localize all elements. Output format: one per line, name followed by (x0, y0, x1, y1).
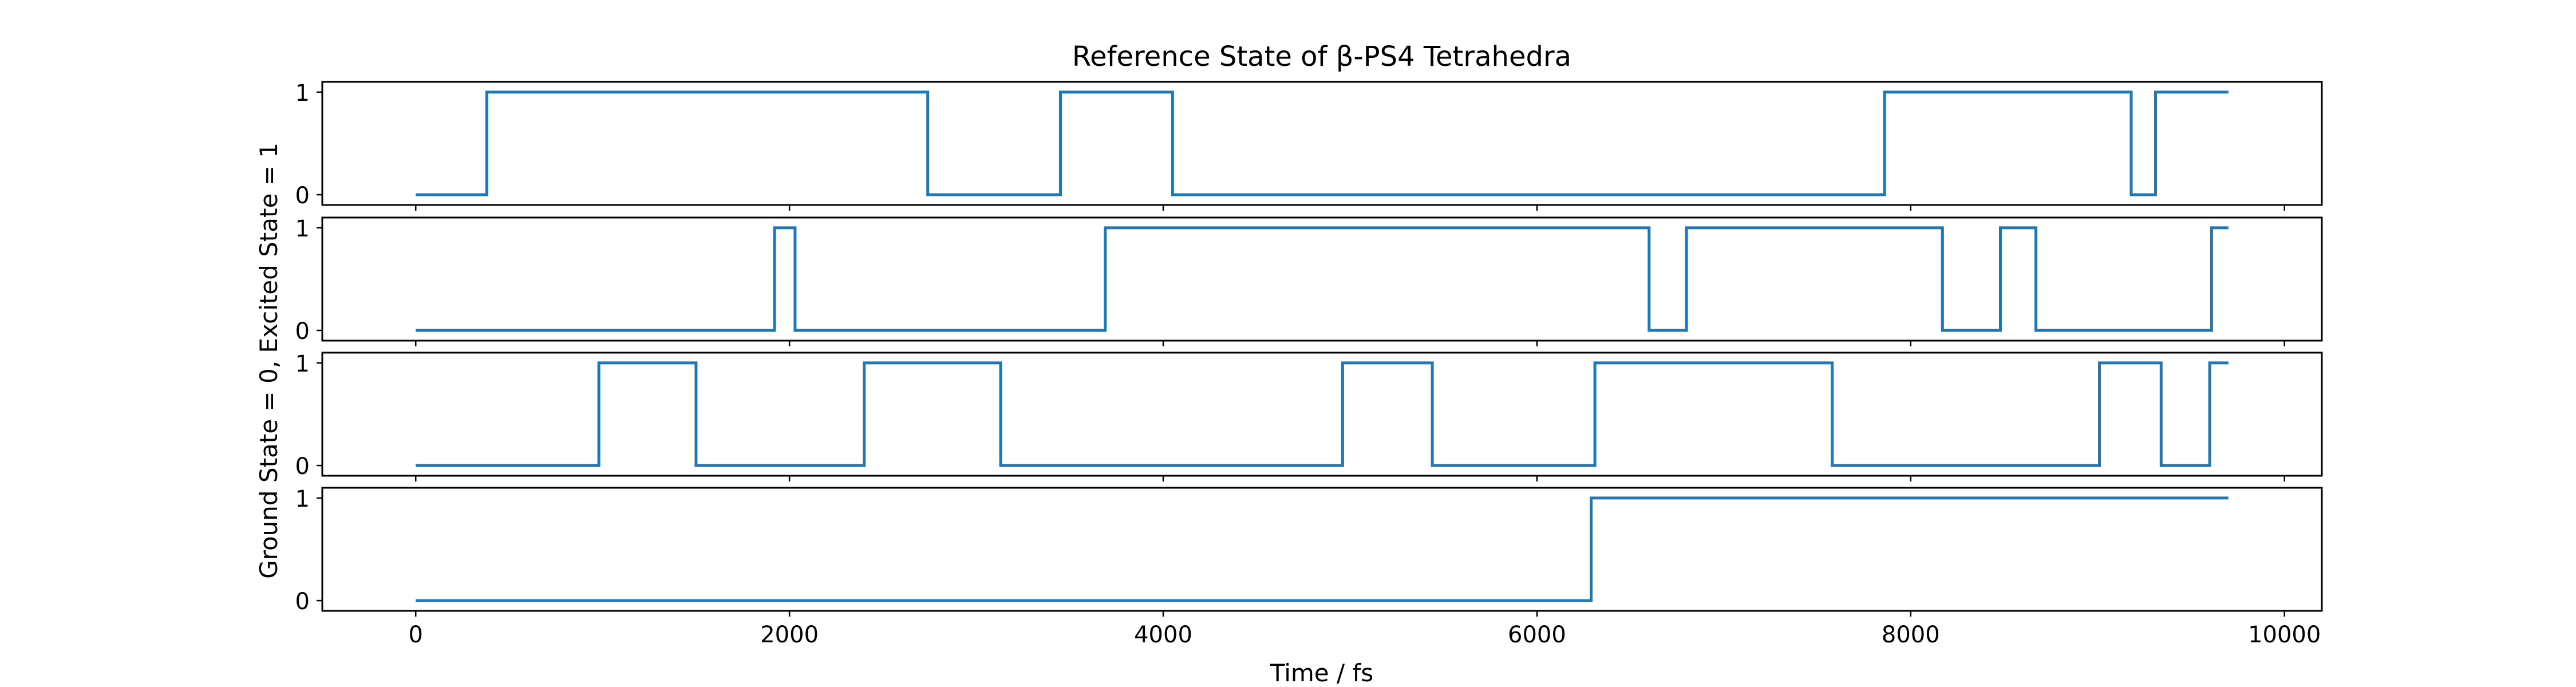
state-series-line-3 (416, 361, 2229, 467)
y-tick-label: 0 (295, 318, 310, 345)
state-series-line-4 (416, 496, 2229, 602)
y-tick-label: 1 (295, 216, 310, 242)
x-axis-label: Time / fs (1270, 659, 1373, 687)
subplot-3: 01 (295, 351, 2323, 481)
x-tick-label: 4000 (1134, 622, 1192, 648)
y-tick-label: 1 (295, 486, 310, 512)
subplot-4: 0 1 0 2000 4000 6000 8000 10000 (295, 486, 2323, 648)
y-tick-label: 0 (295, 589, 310, 615)
subplot-frame (321, 216, 2323, 342)
chart-title: Reference State of β-PS4 Tetrahedra (1072, 41, 1571, 73)
subplot-frame (321, 487, 2323, 612)
subplot-1: 01 (295, 80, 2323, 211)
x-tick-label: 2000 (760, 622, 819, 648)
subplot-frame (321, 352, 2323, 477)
y-tick-label: 0 (295, 453, 310, 480)
x-tick-label: 6000 (1508, 622, 1566, 648)
y-tick-label: 1 (295, 351, 310, 377)
state-series-line-2 (416, 226, 2229, 332)
y-tick-label: 0 (295, 183, 310, 209)
subplot-frame (321, 81, 2323, 206)
subplot-2: 01 (295, 216, 2323, 346)
y-tick-label: 1 (295, 80, 310, 106)
x-tick-label: 8000 (1882, 622, 1940, 648)
state-series-line-1 (416, 90, 2229, 196)
x-tick-label: 0 (408, 622, 422, 648)
x-tick-label: 10000 (2248, 622, 2321, 648)
y-axis-label: Ground State = 0, Excited State = 1 (255, 143, 283, 579)
